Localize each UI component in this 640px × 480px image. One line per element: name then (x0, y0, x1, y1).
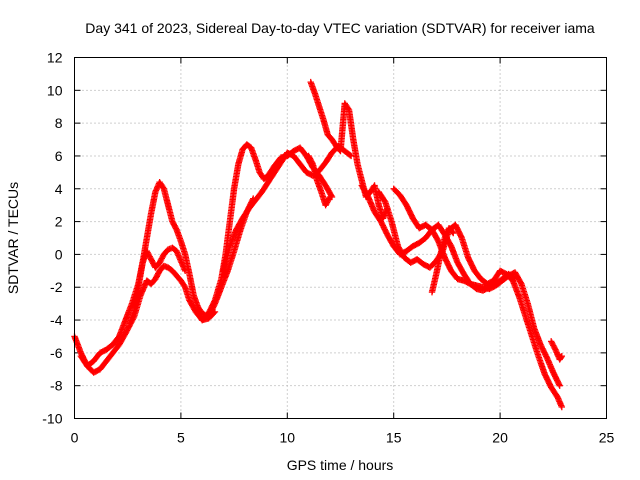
x-axis-label: GPS time / hours (287, 457, 394, 473)
y-ticks: -10 -8 -6 -4 -2 0 2 4 6 8 10 12 (42, 50, 607, 427)
series-arc6 (307, 78, 391, 222)
series-arc3 (126, 244, 189, 327)
x-tick-label: 25 (599, 430, 615, 446)
data-point-fill (172, 225, 180, 232)
y-tick-label: -6 (50, 345, 63, 361)
data-point (181, 267, 189, 275)
x-tick-label: 5 (177, 430, 185, 446)
y-tick-label: 4 (55, 181, 63, 197)
y-axis-label: SDTVAR / TECUs (5, 182, 21, 294)
grid-lines (74, 57, 607, 419)
series-arc10 (390, 185, 563, 389)
y-tick-label: 2 (55, 214, 63, 230)
data-point (558, 403, 566, 411)
y-tick-label: -10 (42, 411, 62, 427)
y-tick-label: 12 (47, 50, 63, 66)
data-point-fill (557, 354, 565, 361)
data-point-fill (517, 279, 524, 286)
series-arc11 (428, 224, 457, 296)
y-tick-label: -8 (50, 378, 63, 394)
data-point-fill (449, 228, 456, 236)
data-point (326, 193, 334, 201)
x-ticks: 0 5 10 15 20 25 (71, 57, 615, 446)
data-point (450, 229, 457, 237)
data-point (558, 352, 566, 360)
data-point-fill (159, 184, 167, 191)
data-point-fill (344, 105, 352, 112)
y-tick-label: -2 (50, 279, 63, 295)
chart-title: Day 341 of 2023, Sidereal Day-to-day VTE… (85, 20, 595, 36)
series-arc7 (305, 152, 334, 209)
y-tick-label: -4 (50, 312, 63, 328)
series-arc9 (375, 188, 566, 411)
x-tick-label: 0 (71, 430, 79, 446)
y-tick-label: 6 (55, 148, 63, 164)
x-tick-label: 20 (492, 430, 508, 446)
y-tick-label: 10 (47, 82, 63, 98)
x-tick-label: 15 (386, 430, 402, 446)
data-point (556, 382, 563, 389)
data-points (71, 78, 566, 411)
data-point-fill (308, 159, 316, 166)
y-tick-label: 0 (55, 246, 63, 262)
data-point-fill (346, 151, 354, 159)
x-tick-label: 10 (280, 430, 296, 446)
plot-frame (74, 57, 607, 419)
data-point-fill (325, 195, 333, 202)
series-arc12 (547, 338, 566, 363)
y-tick-label: 8 (55, 115, 63, 131)
